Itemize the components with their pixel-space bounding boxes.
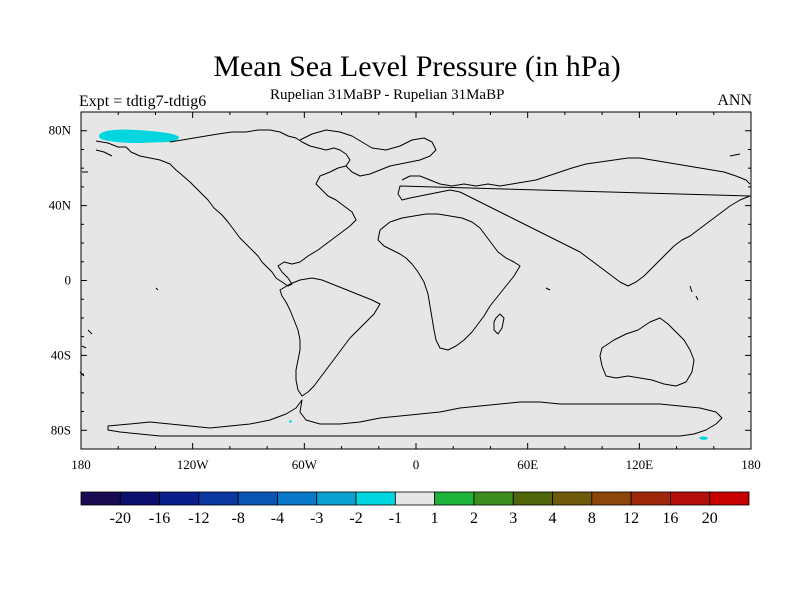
colorbar-label: -4 [271,510,284,527]
map-subtitle: Rupelian 31MaBP - Rupelian 31MaBP [270,87,505,103]
colorbar-label: -8 [232,510,245,527]
colorbar-swatch [434,491,475,506]
colorbar-label: -2 [349,510,362,527]
latitude-ticks: 80N 40N 0 40S 80S [49,123,751,437]
coastline-south-america [279,277,381,397]
colorbar-swatch [355,491,396,506]
colorbar-labels: -20 -16 -12 -8 -4 -3 -2 -1 1 2 3 4 8 12 16 20 [110,510,718,527]
anomaly-region-antarctic-east [699,436,708,440]
lon-tick-label: 120E [626,457,654,472]
colorbar-swatch [159,491,200,506]
lat-tick-label: 40S [51,347,71,362]
longitude-ticks: 180 120W 60W 0 60E 120E 180 [71,112,761,472]
coastline-north-america [95,129,357,287]
coastline-australia [599,317,695,387]
lat-tick-label: 80N [49,123,72,138]
colorbar-swatch [119,491,160,506]
lat-tick-label: 80S [51,422,71,437]
colorbar-swatch [670,491,711,506]
colorbar [80,491,750,506]
coastline-madagascar [493,313,505,335]
map-background [81,112,751,449]
colorbar-swatch [473,491,514,506]
map-title: Mean Sea Level Pressure (in hPa) [213,50,621,83]
anomaly-regions [99,129,708,440]
colorbar-label: 3 [509,510,517,527]
colorbar-swatch [237,491,278,506]
colorbar-label: 20 [702,510,718,527]
coastline-africa [377,213,521,351]
lon-tick-label: 60W [292,457,318,472]
colorbar-swatch [198,491,239,506]
colorbar-label: 8 [588,510,596,527]
colorbar-swatch [709,491,750,506]
colorbar-swatch [630,491,671,506]
colorbar-swatch [316,491,357,506]
colorbar-swatch [591,491,632,506]
colorbar-label: -12 [188,510,209,527]
colorbar-swatch [277,491,318,506]
colorbar-label: 1 [431,510,439,527]
colorbar-label: -16 [149,510,170,527]
lon-tick-label: 180 [741,457,761,472]
colorbar-label: 16 [662,510,678,527]
experiment-label: Expt = tdtig7-tdtig6 [79,93,207,110]
colorbar-label: 4 [549,510,557,527]
lat-tick-label: 0 [65,273,72,288]
coastline-antarctica [107,399,723,437]
lon-tick-label: 180 [71,457,91,472]
lon-tick-label: 120W [177,457,210,472]
season-label: ANN [717,92,752,109]
colorbar-label: -3 [310,510,323,527]
colorbar-label: 12 [623,510,639,527]
colorbar-swatch [80,491,121,506]
colorbar-label: -20 [110,510,131,527]
lat-tick-label: 40N [49,198,72,213]
coastline-arctic-islands [299,129,437,177]
lon-tick-label: 60E [517,457,538,472]
colorbar-swatch [552,491,593,506]
colorbar-swatch [394,491,436,506]
colorbar-label: 2 [470,510,478,527]
anomaly-region-antarctic-west [289,420,292,423]
colorbar-swatch [512,491,553,506]
coastline-eurasia [397,157,751,287]
anomaly-region-north-pacific [99,129,179,143]
coastlines [79,129,751,437]
colorbar-label: -1 [389,510,402,527]
lon-tick-label: 0 [413,457,420,472]
